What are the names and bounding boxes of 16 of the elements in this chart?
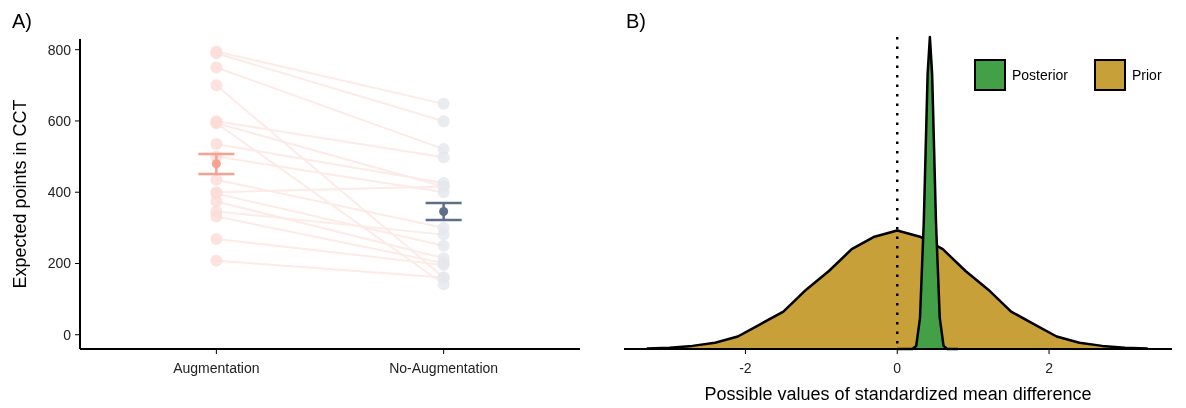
y-tick-label: 400 (47, 184, 72, 201)
y-axis-title: Expected points in CCT (10, 99, 30, 289)
x-tick-label: -2 (739, 360, 752, 376)
x-tick-label: 2 (1045, 360, 1054, 376)
y-tick-label: 600 (47, 112, 72, 129)
y-tick-label: 800 (47, 41, 72, 58)
x-tick-label: No-Augmentation (389, 360, 499, 376)
chart-title: A) (12, 10, 32, 32)
x-axis-title: Possible values of standardized mean difference (704, 384, 1092, 404)
legend-label: Posterior (1012, 67, 1069, 83)
y-tick-label: 200 (47, 255, 72, 272)
x-tick-label: 0 (893, 360, 902, 376)
legend-label: Prior (1132, 67, 1162, 83)
chart-title: B) (626, 10, 646, 32)
y-tick-label: 0 (63, 326, 72, 343)
x-tick-label: Augmentation (173, 360, 260, 376)
